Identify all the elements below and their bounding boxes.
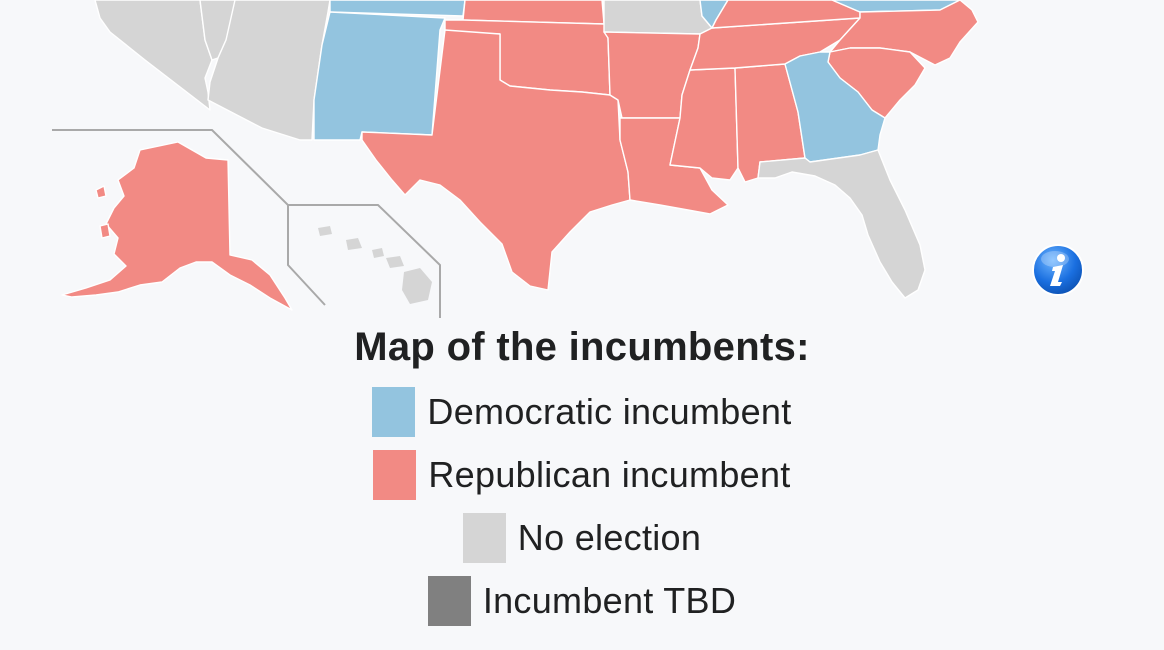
alaska-island-2[interactable]: [99, 223, 111, 239]
alaska-island-1[interactable]: [95, 185, 107, 199]
legend-item-tbd: Incumbent TBD: [0, 569, 1164, 632]
state-missouri[interactable]: [603, 0, 713, 35]
inset-border-hawaii: [288, 204, 441, 318]
legend-title: Map of the incumbents:: [354, 325, 810, 369]
hawaii-island-3[interactable]: [372, 248, 384, 258]
hawaii-island-1[interactable]: [318, 226, 332, 236]
hawaii-island-4[interactable]: [386, 256, 404, 268]
state-arizona[interactable]: [207, 0, 331, 141]
legend-swatch-tbd: [427, 575, 471, 626]
state-north-carolina[interactable]: [829, 0, 979, 66]
legend-item-republican: Republican incumbent: [0, 443, 1164, 506]
legend-item-no-election: No election: [0, 506, 1164, 569]
legend-label-no-election: No election: [517, 516, 702, 558]
legend-label-republican: Republican incumbent: [428, 453, 791, 495]
us-incumbents-map[interactable]: [0, 0, 1164, 320]
hawaii-island-5[interactable]: [402, 268, 432, 304]
state-texas[interactable]: [361, 29, 631, 291]
legend-swatch-no-election: [462, 512, 506, 563]
hawaii-island-2[interactable]: [346, 238, 362, 250]
map-legend: Map of the incumbents: Democratic incumb…: [0, 318, 1164, 632]
info-button[interactable]: [1031, 243, 1085, 297]
legend-swatch-republican: [373, 449, 417, 500]
state-alaska[interactable]: [61, 141, 293, 311]
legend-label-tbd: Incumbent TBD: [482, 579, 737, 621]
legend-swatch-democratic: [372, 386, 416, 437]
state-california[interactable]: [94, 0, 213, 111]
info-icon: [1032, 244, 1084, 296]
legend-item-democratic: Democratic incumbent: [0, 380, 1164, 443]
legend-label-democratic: Democratic incumbent: [427, 390, 792, 432]
state-new-mexico[interactable]: [313, 11, 446, 141]
state-florida[interactable]: [757, 149, 926, 299]
